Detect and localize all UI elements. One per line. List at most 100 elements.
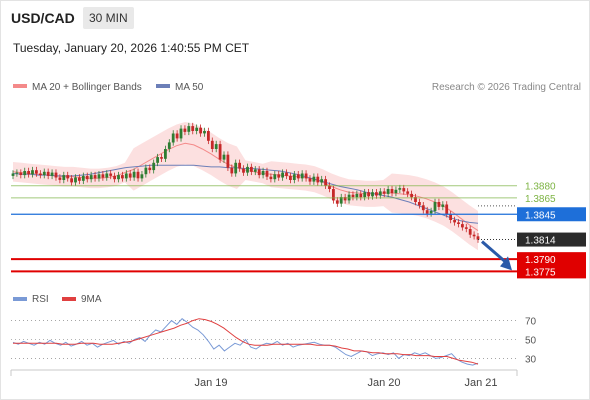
candle-body — [148, 167, 152, 171]
candle-body — [74, 177, 77, 183]
candle-body — [164, 149, 167, 159]
candle-body — [226, 154, 230, 168]
candle-body — [394, 189, 398, 194]
candle-body — [246, 166, 249, 173]
support-level-box — [517, 264, 586, 279]
candle-body — [386, 189, 390, 194]
candle-body — [187, 126, 191, 132]
candle-body — [300, 173, 304, 179]
ma20-legend-label: MA 20 + Bollinger Bands — [32, 82, 142, 93]
candle-body — [81, 175, 85, 181]
candle-body — [101, 174, 105, 178]
candle-body — [453, 220, 456, 223]
candle-body — [292, 174, 296, 180]
candle-body — [78, 177, 81, 181]
candle-body — [378, 191, 382, 196]
candle-body — [124, 173, 128, 179]
candle-body — [203, 131, 206, 134]
candle-body — [128, 173, 132, 178]
candle-body — [359, 193, 363, 198]
candle-body — [85, 175, 89, 180]
candle-body — [316, 176, 320, 183]
candle-body — [257, 169, 261, 176]
timestamp: Tuesday, January 20, 2026 1:40:55 PM CET — [13, 41, 250, 55]
candle-body — [332, 189, 335, 201]
candle-body — [160, 157, 163, 159]
rsi-grid: 70 50 30 — [11, 317, 537, 365]
candle-body — [335, 200, 339, 204]
candle-body — [253, 169, 257, 172]
candle-body — [425, 210, 429, 214]
candle-body — [62, 175, 66, 180]
currency-pair-title: USD/CAD — [11, 10, 75, 26]
candle-body — [468, 229, 472, 235]
candle-body — [230, 167, 234, 174]
candle-body — [214, 144, 218, 149]
candle-body — [382, 191, 386, 194]
candle-body — [312, 176, 316, 182]
timeframe-button[interactable]: 30 MIN — [83, 7, 134, 29]
candle-body — [121, 175, 124, 179]
candlesticks — [11, 122, 480, 243]
candle-body — [433, 202, 437, 211]
candle-body — [70, 178, 73, 183]
candle-body — [93, 175, 97, 179]
candle-body — [54, 172, 58, 178]
candle-body — [464, 227, 468, 229]
candle-body — [449, 214, 452, 220]
candle-body — [167, 142, 171, 149]
forecast-arrow-shaft — [481, 240, 507, 264]
candle-body — [23, 171, 27, 176]
x-tick-label: Jan 19 — [194, 377, 227, 389]
candle-body — [304, 173, 308, 179]
candle-body — [140, 174, 144, 179]
rsi-swatch — [13, 297, 27, 301]
candle-body — [343, 197, 347, 201]
candle-body — [289, 175, 292, 180]
candle-body — [27, 171, 30, 175]
candle-body — [476, 236, 480, 240]
last-price-box — [517, 232, 586, 247]
candle-body — [261, 171, 265, 176]
rsi-legend-label: RSI — [32, 294, 49, 305]
candle-body — [390, 189, 394, 194]
candle-body — [398, 188, 402, 190]
candle-body — [457, 222, 460, 224]
candle-body — [191, 126, 195, 131]
candle-body — [195, 127, 199, 131]
candle-body — [39, 173, 42, 176]
source-credit: Research © 2026 Trading Central — [432, 82, 581, 93]
support-level-box — [517, 252, 586, 267]
candle-body — [421, 205, 425, 211]
candle-body — [183, 128, 187, 132]
ma50-line — [12, 164, 479, 224]
candle-body — [277, 174, 281, 178]
candle-body — [285, 172, 288, 176]
candle-body — [234, 162, 238, 174]
rsi-tick-label: 50 — [525, 336, 537, 347]
resistance-level-label: 1.3880 — [525, 182, 556, 193]
last-price-label: 1.3814 — [525, 236, 556, 247]
time-axis: Jan 19 Jan 20 Jan 21 — [10, 369, 518, 389]
forecast-arrow-head — [500, 256, 512, 271]
forecast-arrow — [481, 240, 512, 271]
candle-body — [410, 193, 413, 198]
candle-body — [441, 204, 445, 207]
candle-body — [218, 144, 222, 160]
rsi-legend: RSI 9MA — [13, 294, 102, 305]
candle-body — [402, 188, 406, 192]
rsi-lines — [12, 318, 479, 366]
candle-body — [242, 168, 245, 173]
rsi-ma-line — [13, 318, 479, 365]
candle-body — [265, 171, 269, 177]
candle-body — [156, 157, 159, 163]
rsi-tick-label: 70 — [525, 317, 537, 328]
candle-body — [35, 170, 38, 174]
candle-body — [355, 193, 359, 198]
candle-body — [19, 172, 23, 175]
candle-body — [296, 174, 300, 179]
candle-body — [222, 154, 226, 160]
candle-body — [11, 173, 15, 176]
candle-body — [42, 171, 46, 176]
